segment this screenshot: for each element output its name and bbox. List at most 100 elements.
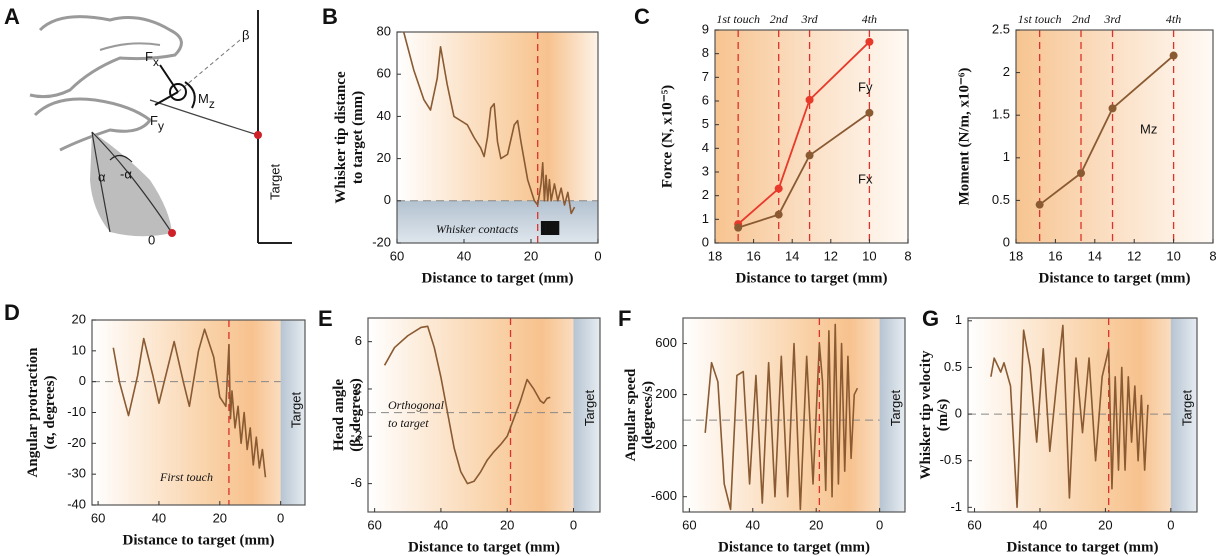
x-tick-label: 20 [809,517,823,532]
x-tick-label: 10 [1166,248,1180,263]
panel-letter: D [4,300,20,325]
neg-alpha-label: -α [120,166,132,181]
plot-background [368,318,600,512]
zero-label: 0 [148,232,155,247]
y-tick-label: 20 [377,150,391,165]
point [774,210,783,219]
touch-label: 1st touch [1018,12,1062,26]
contact-bar [545,221,551,235]
plot-background [1016,30,1213,243]
x-tick-label: 20 [524,248,538,263]
point [805,95,814,104]
x-axis-label: Distance to target (mm) [408,539,560,555]
y-tick-label: 200 [655,386,677,401]
point [774,184,783,193]
plot-frame [1015,29,1214,244]
plot-background [715,30,908,243]
target-band [573,318,600,512]
touch-label: 2nd [1072,12,1091,26]
y-tick-label: 6 [702,92,709,107]
x-tick-label: 0 [594,248,601,263]
x-axis-label: Distance to target (mm) [1006,539,1158,555]
y-axis-label: (degrees/s) [640,381,656,449]
series-label: Fy [858,79,873,94]
y-tick-label: 1.5 [992,107,1010,122]
x-tick-label: 60 [682,517,696,532]
series-label: Fx [858,171,873,186]
y-tick-label: -20 [372,234,391,249]
y-tick-label: 6 [355,333,362,348]
fx-label: Fx [145,49,159,69]
x-tick-label: 40 [457,248,471,263]
target-label: Target [1179,390,1194,427]
y-axis-label: (β, degrees) [348,378,364,451]
data-line [383,325,551,485]
x-tick-label: 0 [1167,517,1174,532]
x-axis-label: Distance to target (mm) [1038,270,1190,286]
y-tick-label: 2.5 [992,21,1010,36]
touch-label: 3rd [800,12,818,26]
series-line [737,41,871,225]
x-tick-label: 16 [746,248,760,263]
x-tick-label: 14 [785,248,799,263]
y-tick-label: 0.5 [992,192,1010,207]
point [865,37,874,46]
x-tick-label: 20 [1098,517,1112,532]
y-tick-label: 3 [702,163,709,178]
y-tick-label: 9 [702,21,709,36]
series-line [737,112,870,229]
annotation: Orthogonal [388,398,445,412]
point [1035,200,1044,209]
y-tick-label: 1 [955,312,962,327]
point [734,223,743,232]
fy-label: Fy [150,113,164,133]
plot-background [968,318,1197,512]
y-tick-label: -600 [651,488,677,503]
y-tick-label: 0.5 [944,359,962,374]
y-axis-label: (α, degrees) [42,376,58,450]
y-tick-label: 8 [702,45,709,60]
target-label: Target [288,392,303,429]
x-tick-label: 60 [967,517,981,532]
y-tick-label: -30 [67,466,86,481]
x-tick-label: 12 [1127,248,1141,263]
series-label: Mz [1140,121,1157,136]
touch-label: 3rd [1103,12,1121,26]
data-line [112,328,267,478]
x-tick-label: 60 [367,517,381,532]
panel-letter: F [618,306,631,331]
plot-frame [367,317,601,513]
target-band [879,318,905,512]
touch-label: 4th [862,12,877,26]
touch-label: 2nd [770,12,789,26]
contact-bar [554,221,560,235]
x-tick-label: 8 [1209,248,1216,263]
y-tick-label: 60 [377,66,391,81]
y-axis-label: Angular speed [623,368,639,461]
y-tick-label: 0 [1003,234,1010,249]
x-tick-label: 0 [570,517,577,532]
panel-letter: E [318,306,333,331]
x-tick-label: 16 [1048,248,1062,263]
x-tick-label: 8 [904,248,911,263]
contact-bar [540,221,546,235]
data-line [402,31,576,215]
point [1077,169,1086,178]
y-tick-label: 1 [702,211,709,226]
y-tick-label: 2 [1003,64,1010,79]
annotation: First touch [159,470,213,484]
data-line [990,324,1149,509]
y-tick-label: -10 [67,404,86,419]
point [865,108,874,117]
mz-label: Mz [198,91,215,111]
contact-zone [397,200,598,243]
x-tick-label: 12 [824,248,838,263]
y-axis-label: Whisker tip velocity [918,350,934,479]
y-tick-label: 40 [377,108,391,123]
plot-frame [714,29,909,244]
target-label: Target [582,390,597,427]
touch-label: 1st touch [716,12,760,26]
series-line [1039,54,1175,206]
y-tick-label: 7 [702,69,709,84]
y-tick-label: -20 [67,435,86,450]
